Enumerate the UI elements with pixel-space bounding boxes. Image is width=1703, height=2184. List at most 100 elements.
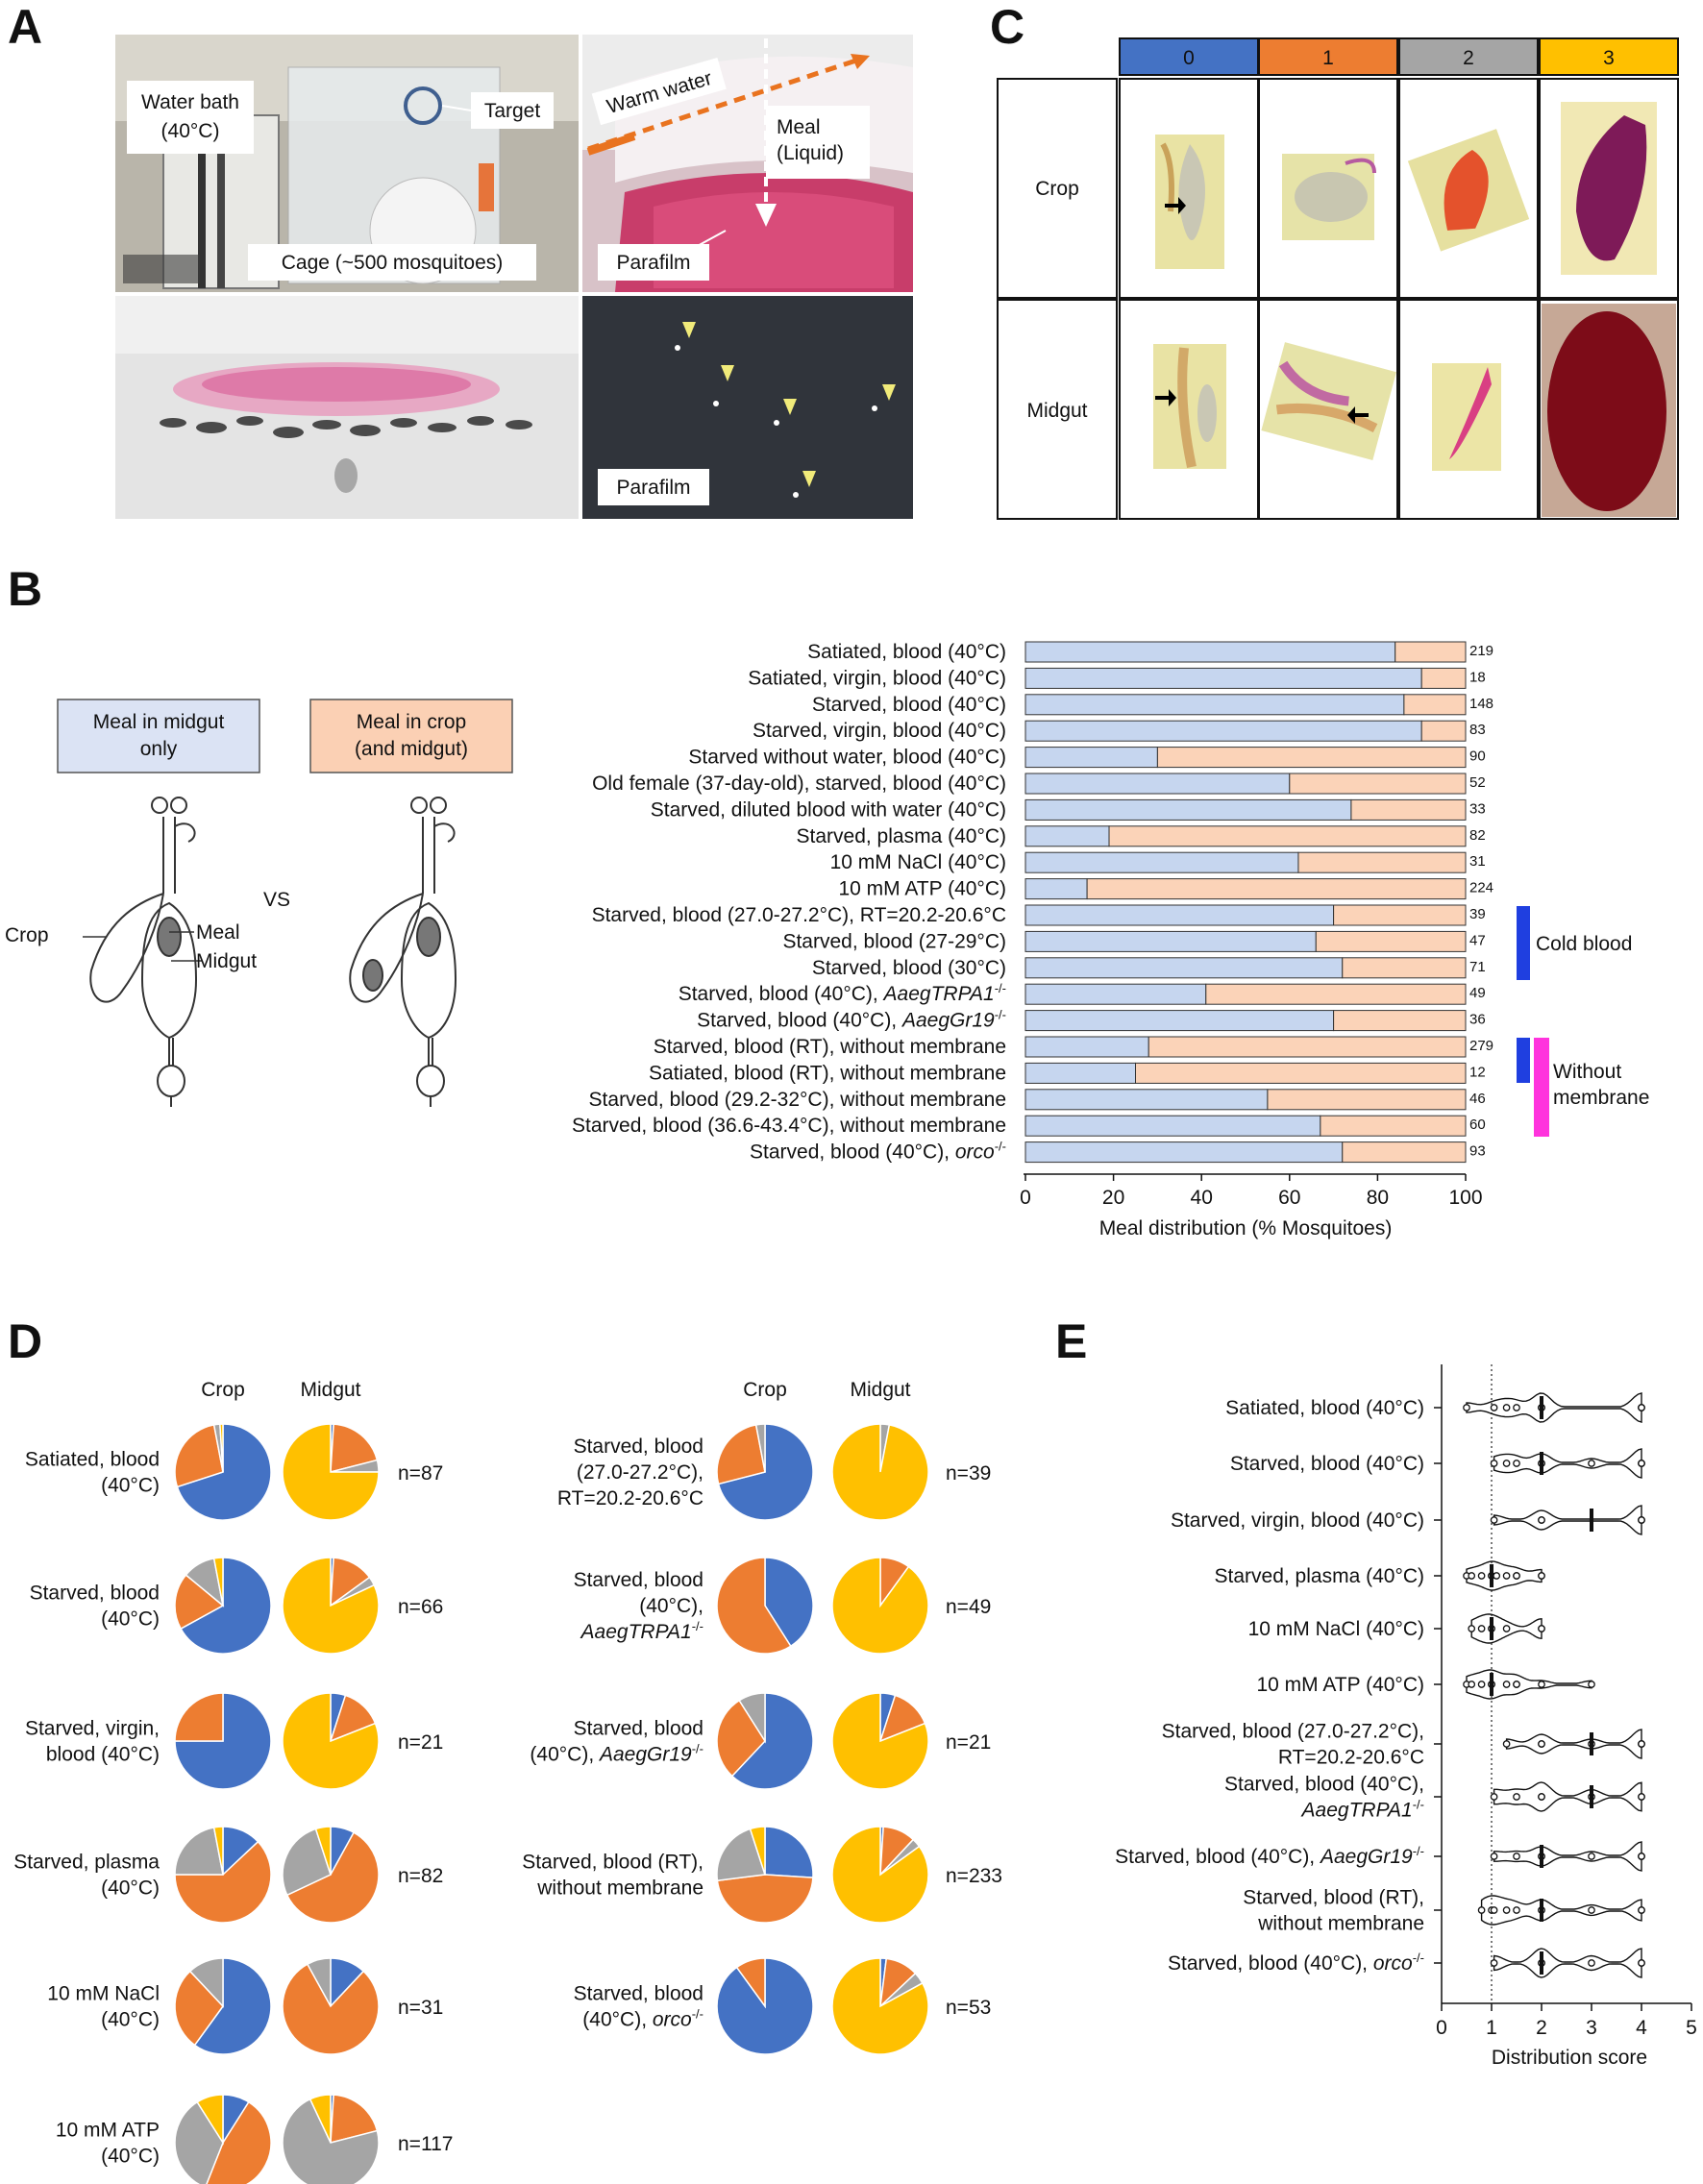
pie-slice-score-1 — [174, 1970, 224, 2047]
bar-midgut-only — [1024, 667, 1422, 689]
violin-point — [1538, 1681, 1545, 1688]
bar-crop — [1394, 641, 1467, 663]
pie-group-label: Starved, blood — [574, 1569, 703, 1591]
midgut-score-0-image — [1153, 344, 1226, 469]
bar-n-label: 36 — [1469, 1012, 1486, 1028]
digestive-diagram-right — [349, 797, 457, 1107]
violin-point — [1538, 1625, 1545, 1632]
label-target: Target — [484, 100, 541, 122]
pie-n-label: n=117 — [398, 2133, 453, 2155]
bar-crop — [1342, 957, 1467, 979]
bar-label: Satiated, blood (RT), without membrane — [649, 1062, 1006, 1084]
violin-point — [1502, 1681, 1511, 1688]
violin-point — [1502, 1460, 1511, 1467]
pie-n-label: n=233 — [946, 1865, 1002, 1887]
crop-score-0-image — [1155, 135, 1224, 269]
x-axis-title: Meal distribution (% Mosquitoes) — [1099, 1217, 1393, 1239]
bar-midgut-only — [1024, 983, 1207, 1005]
pie-slice-score-3 — [831, 1557, 929, 1655]
pie-slice-score-2 — [716, 1828, 766, 1882]
x-tick-label: 40 — [1191, 1187, 1213, 1209]
violin-row-label: Starved, blood (40°C), orco-/- — [1168, 1951, 1424, 1975]
bar-midgut-only — [1024, 720, 1422, 742]
pie-slice-score-0 — [730, 1692, 814, 1790]
pie-slice-score-2 — [174, 2100, 224, 2184]
legend-midgut-2: only — [140, 738, 178, 760]
violin-point — [1502, 1625, 1511, 1632]
violin-point — [1477, 1572, 1486, 1580]
bar-label: Starved, blood (40°C), AaegTRPA1-/- — [679, 981, 1006, 1005]
bar-n-label: 49 — [1469, 985, 1486, 1001]
bar-n-label: 224 — [1469, 880, 1493, 896]
crop-score-2-image — [1407, 129, 1530, 252]
violin-point — [1638, 1793, 1645, 1801]
bar-label: Starved, virgin, blood (40°C) — [753, 720, 1006, 742]
bar-n-label: 148 — [1469, 696, 1493, 712]
pie-group-label: RT=20.2-20.6°C — [557, 1487, 703, 1509]
pie-midgut — [831, 1957, 929, 2055]
violin-point — [1493, 1572, 1501, 1580]
pie-slice-score-3 — [314, 1826, 332, 1876]
bar-n-label: 46 — [1469, 1091, 1486, 1107]
pie-crop — [174, 1423, 272, 1521]
violin-point — [1513, 1793, 1520, 1801]
diagram-meal-label: Meal — [196, 921, 240, 944]
violin-point — [1490, 1853, 1498, 1860]
bar-midgut-only — [1024, 1115, 1321, 1137]
violin-point — [1463, 1404, 1470, 1411]
pie-crop — [716, 1423, 814, 1521]
bar-crop — [1289, 773, 1467, 795]
score-3-label: 3 — [1603, 47, 1615, 69]
violin-point — [1638, 1516, 1645, 1524]
pie-group-label: (40°C), — [639, 1595, 703, 1617]
pie-crop — [174, 1692, 272, 1790]
pie-group-label: Satiated, blood — [25, 1449, 160, 1471]
pie-slice-score-0 — [764, 1826, 814, 1878]
pie-crop — [174, 1957, 272, 2055]
bar-n-label: 39 — [1469, 906, 1486, 922]
pie-col-header-crop: Crop — [201, 1379, 245, 1401]
bar-midgut-only — [1024, 798, 1352, 821]
pie-slice-score-0 — [176, 1423, 272, 1521]
pie-slice-score-3 — [282, 1423, 380, 1521]
pie-slice-score-1 — [716, 1699, 766, 1778]
score-1-label: 1 — [1322, 47, 1334, 69]
label-parafilm-top: Parafilm — [616, 252, 690, 274]
violin-row-label: without membrane — [1257, 1913, 1424, 1935]
pie-slice-score-3 — [212, 1826, 224, 1876]
violin-row-label: 10 mM ATP (40°C) — [1256, 1674, 1424, 1696]
bar-midgut-only — [1024, 1062, 1136, 1084]
violin-point — [1502, 1740, 1511, 1748]
bar-crop — [1350, 798, 1467, 821]
pie-n-label: n=21 — [946, 1731, 991, 1754]
digestive-diagram-left — [89, 797, 198, 1107]
label-parafilm-bottom: Parafilm — [616, 477, 690, 499]
pie-midgut — [282, 1423, 380, 1521]
violin-row-label: Starved, virgin, blood (40°C) — [1171, 1509, 1424, 1532]
x-axis-title: Distribution score — [1492, 2047, 1647, 2069]
pie-slice-score-1 — [735, 1957, 766, 2009]
bar-crop — [1315, 930, 1467, 952]
bar-crop — [1333, 904, 1467, 926]
violin-point — [1513, 1404, 1520, 1411]
pie-midgut — [282, 2094, 380, 2184]
bar-label: Satiated, blood (40°C) — [807, 641, 1006, 663]
violin-point — [1538, 1572, 1545, 1580]
score-2-header — [1398, 37, 1539, 76]
violin-shape — [1470, 1613, 1543, 1644]
violin-shape — [1505, 1729, 1642, 1759]
panel-a-letter: A — [8, 0, 42, 54]
pie-crop — [716, 1957, 814, 2055]
bar-midgut-only — [1024, 1010, 1335, 1032]
violin-point — [1477, 1625, 1486, 1632]
pie-col-header-midgut: Midgut — [850, 1379, 910, 1401]
violin-point — [1588, 1959, 1595, 1967]
pie-slice-score-1 — [716, 1874, 814, 1924]
x-tick-label: 3 — [1586, 2017, 1597, 2039]
score-3-header — [1539, 37, 1679, 76]
bar-label: Starved, blood (27.0-27.2°C), RT=20.2-20… — [592, 904, 1006, 926]
score-0-label: 0 — [1183, 47, 1195, 69]
score-2-label: 2 — [1463, 47, 1474, 69]
panel-c-grid: 0 1 2 3 Crop Midgut — [997, 37, 1679, 520]
pie-group-label: (40°C), orco-/- — [582, 2007, 703, 2031]
